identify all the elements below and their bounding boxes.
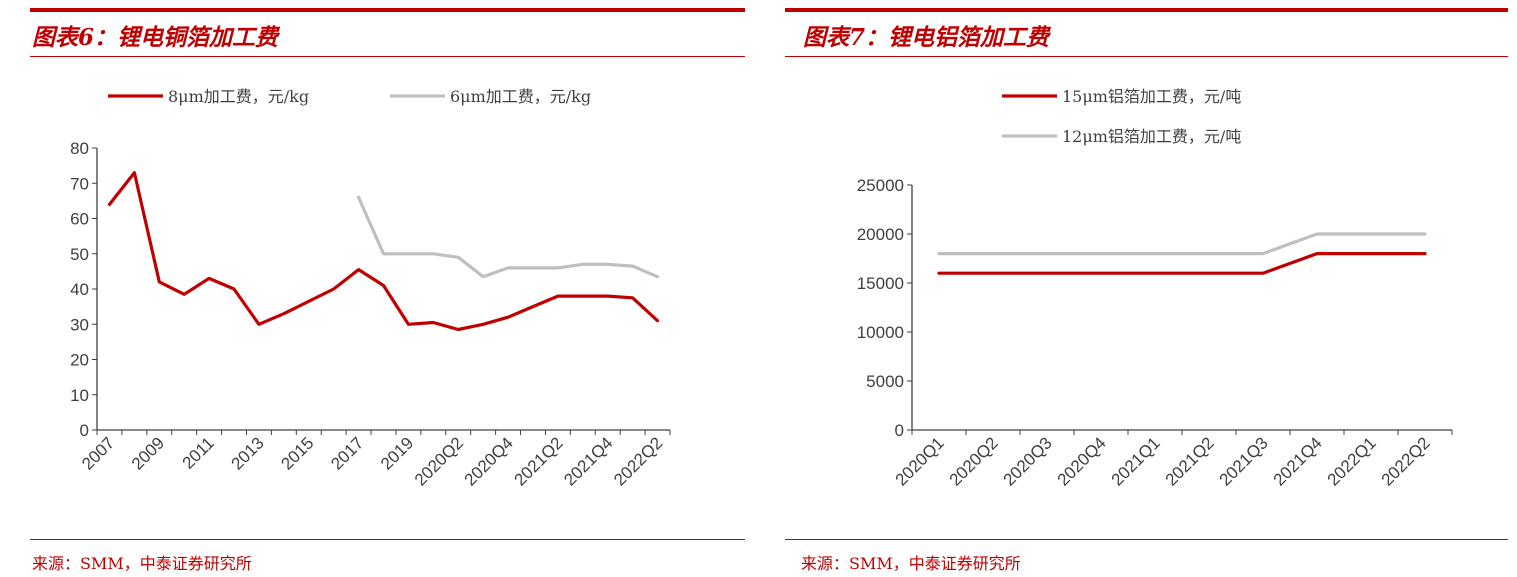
series-line-2 <box>357 195 660 279</box>
x-tick-label: 2021Q4 <box>560 433 616 489</box>
chart-panel-copper: 图表6：锂电铜箔加工费 0 10 20 30 40 50 60 70 80 2007 2009 201… <box>30 8 745 573</box>
title-top-bar <box>30 8 745 12</box>
x-tick-label: 2020Q4 <box>461 433 517 489</box>
y-tick-label: 50 <box>70 245 89 264</box>
y-tick-label: 60 <box>70 210 89 229</box>
y-tick-label: 40 <box>70 280 89 299</box>
title-divider <box>30 56 745 57</box>
y-tick-label: 0 <box>80 421 89 440</box>
y-tick-label: 20 <box>70 351 89 370</box>
series-line-1 <box>107 171 660 332</box>
title-top-bar <box>785 8 1508 12</box>
y-tick-label: 10 <box>70 386 89 405</box>
legend-label-2: 6μm加工费，元/kg <box>450 87 591 106</box>
y-tick-label: 80 <box>70 139 89 158</box>
y-tick-label: 25000 <box>857 176 904 195</box>
legend-label-1: 15μm铝箔加工费，元/吨 <box>1062 87 1241 106</box>
x-tick-label: 2019 <box>377 433 417 473</box>
x-tick-label: 2021Q2 <box>1162 433 1218 489</box>
x-tick-label: 2013 <box>228 433 268 473</box>
title-divider <box>785 56 1508 57</box>
y-tick-label: 70 <box>70 174 89 193</box>
x-tick-label: 2017 <box>327 433 367 473</box>
chart-panel-aluminum: 图表7：锂电铝箔加工费 0 5000 10000 15000 20000 25000 202… <box>770 0 1517 577</box>
x-tick-label: 2020Q1 <box>892 433 948 489</box>
y-tick-label: 0 <box>895 421 904 440</box>
x-tick-label: 2021Q2 <box>511 433 567 489</box>
source-note: 来源：SMM，中泰证券研究所 <box>801 554 1021 573</box>
y-tick-label: 30 <box>70 315 89 334</box>
legend-label-2: 12μm铝箔加工费，元/吨 <box>1062 127 1241 146</box>
chart-title: 图表6：锂电铜箔加工费 <box>32 24 279 51</box>
x-tick-label: 2011 <box>179 433 218 472</box>
source-note: 来源：SMM，中泰证券研究所 <box>32 554 252 573</box>
series-line-1 <box>937 252 1427 275</box>
x-tick-label: 2015 <box>277 433 317 473</box>
x-tick-label: 2020Q2 <box>411 433 467 489</box>
x-tick-label: 2022Q1 <box>1324 433 1380 489</box>
y-tick-label: 5000 <box>866 372 904 391</box>
x-tick-label: 2021Q1 <box>1108 433 1164 489</box>
y-tick-label: 20000 <box>857 225 904 244</box>
chart-title: 图表7：锂电铝箔加工费 <box>803 24 1050 51</box>
x-tick-label: 2020Q2 <box>946 433 1002 489</box>
x-tick-label: 2021Q3 <box>1216 433 1272 489</box>
source-divider <box>30 539 745 540</box>
y-tick-label: 15000 <box>857 274 904 293</box>
x-tick-label: 2020Q3 <box>1000 433 1056 489</box>
source-divider <box>785 539 1508 540</box>
aluminum-line-chart: 05000100001500020000250002020Q12020Q2202… <box>857 87 1453 490</box>
x-tick-label: 2009 <box>128 433 168 473</box>
legend-label-1: 8μm加工费，元/kg <box>168 87 309 106</box>
series-line-2 <box>937 232 1427 256</box>
x-tick-label: 2022Q2 <box>610 433 666 489</box>
y-tick-label: 10000 <box>857 323 904 342</box>
x-tick-label: 2022Q2 <box>1378 433 1434 489</box>
x-tick-label: 2021Q4 <box>1270 433 1326 489</box>
x-tick-label: 2020Q4 <box>1054 433 1110 489</box>
